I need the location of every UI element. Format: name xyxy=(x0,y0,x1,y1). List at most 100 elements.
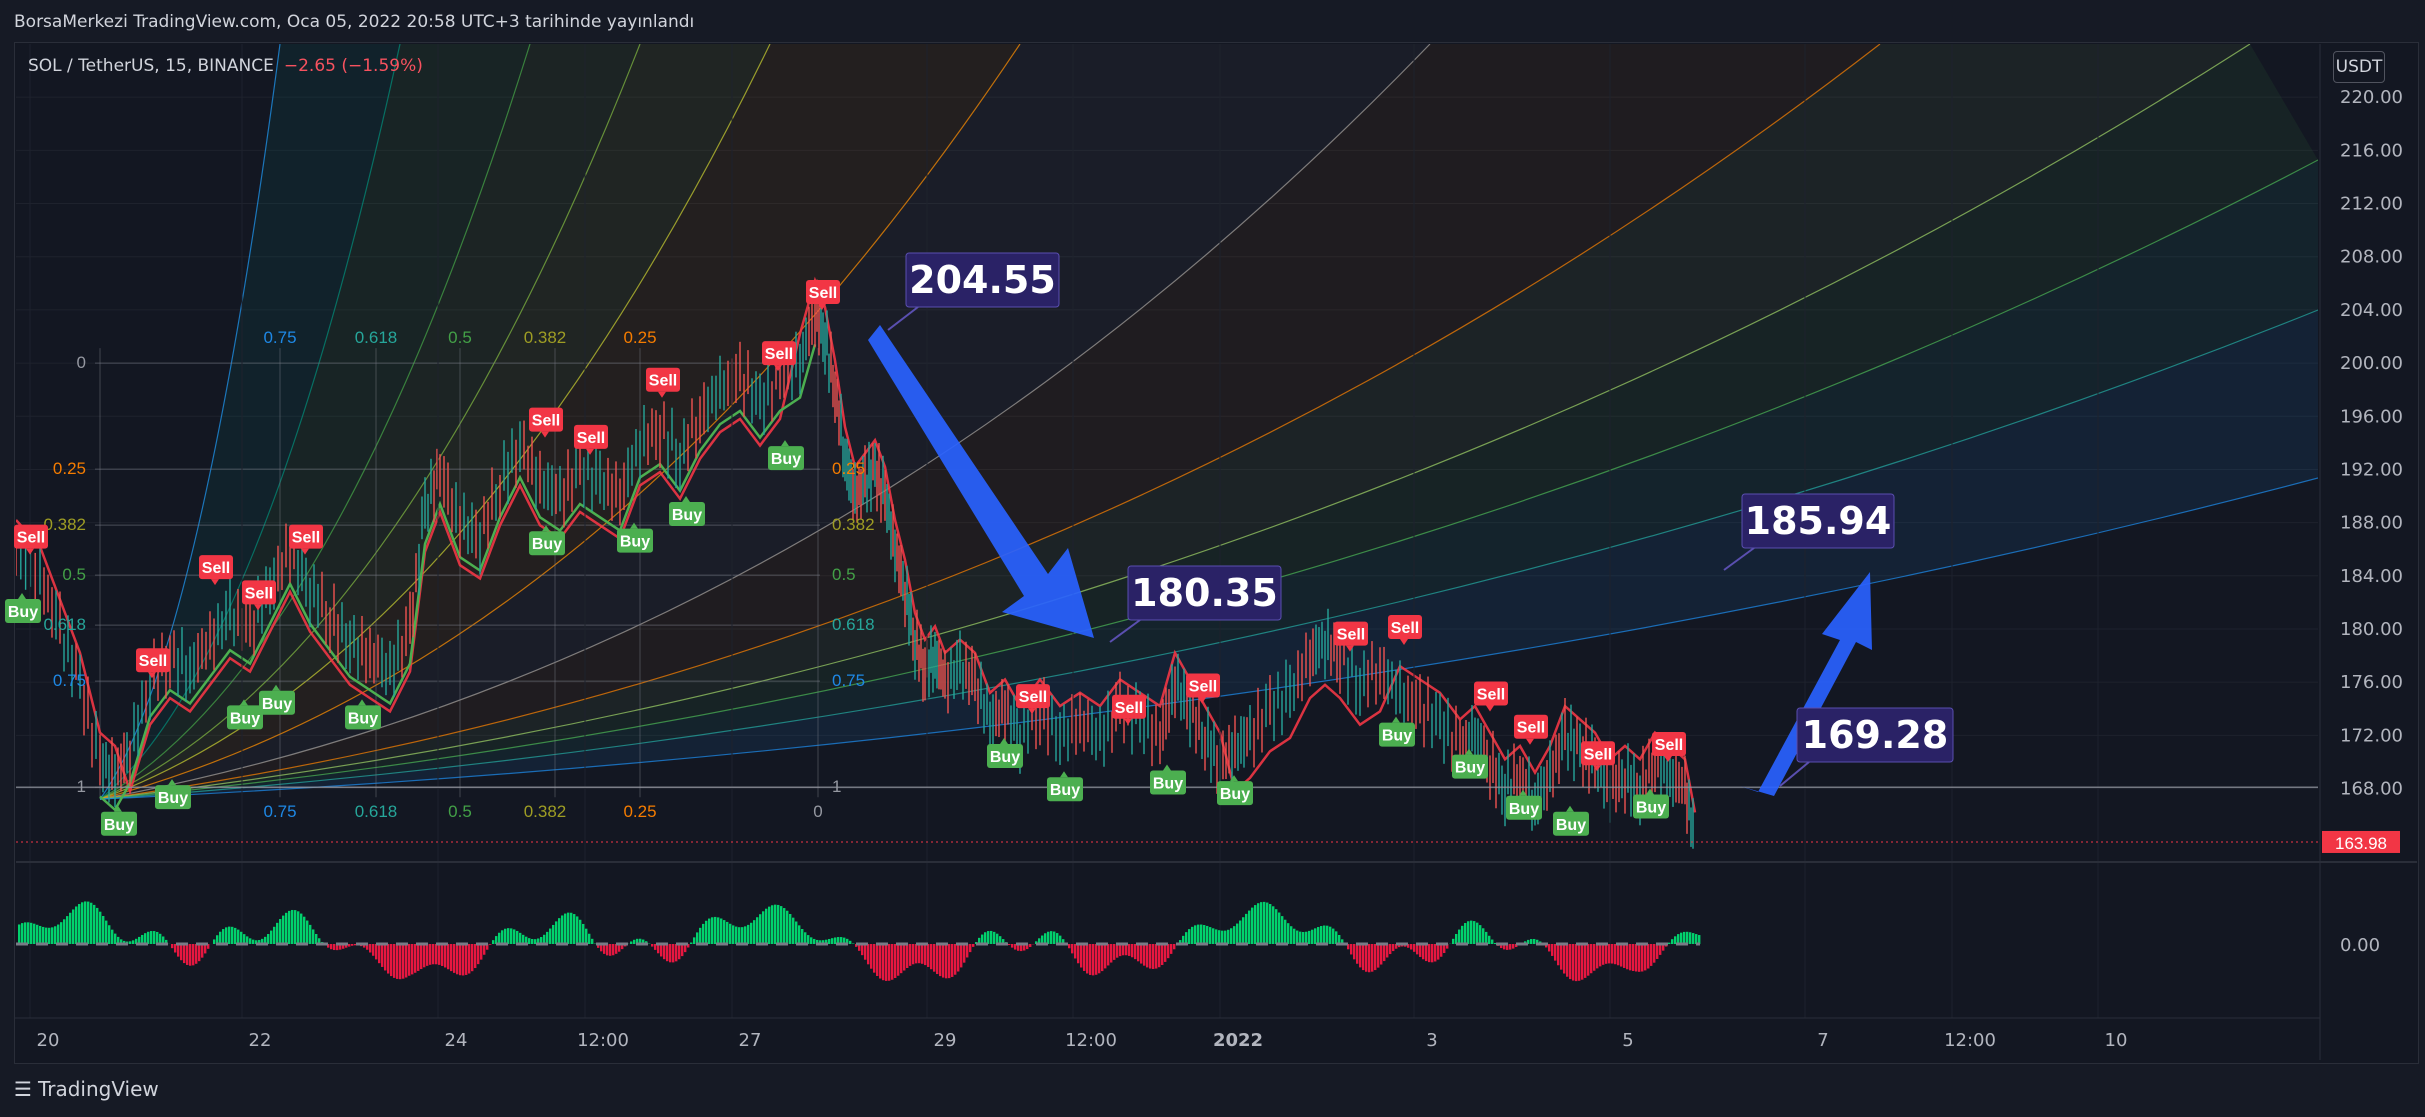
osc-bar xyxy=(1329,926,1332,944)
osc-bar xyxy=(1674,936,1677,944)
osc-bar xyxy=(1185,932,1188,944)
osc-bar xyxy=(993,931,996,944)
osc-bar xyxy=(879,944,882,979)
osc-bar xyxy=(1560,944,1563,970)
osc-bar xyxy=(267,934,270,944)
osc-bar xyxy=(1440,944,1443,957)
osc-bar xyxy=(513,929,516,944)
osc-bar xyxy=(1464,923,1467,944)
osc-bar xyxy=(522,934,525,944)
osc-bar xyxy=(981,934,984,944)
osc-bar xyxy=(813,938,816,944)
time-tick: 22 xyxy=(249,1030,272,1051)
osc-bar xyxy=(462,944,465,976)
osc-bar xyxy=(495,936,498,944)
osc-bar xyxy=(294,910,297,944)
fan-zone xyxy=(100,44,640,800)
sell-signal: Sell xyxy=(289,524,323,555)
osc-bar xyxy=(198,944,201,962)
fan-line xyxy=(99,477,2318,800)
buy-signal: Buy xyxy=(1150,764,1186,795)
osc-bar xyxy=(567,912,570,944)
sell-signal: Sell xyxy=(1652,731,1686,762)
osc-bar xyxy=(531,939,534,944)
time-tick: 27 xyxy=(739,1030,762,1051)
osc-bar xyxy=(153,931,156,944)
osc-bar xyxy=(261,938,264,944)
osc-bar xyxy=(783,908,786,944)
time-tick: 3 xyxy=(1426,1030,1437,1051)
osc-bar xyxy=(1455,933,1458,944)
buy-label: Buy xyxy=(1509,801,1539,818)
candles xyxy=(16,279,1694,849)
osc-bar xyxy=(996,933,999,944)
buy-label: Buy xyxy=(1153,776,1183,793)
osc-bar xyxy=(1113,944,1116,960)
osc-bar xyxy=(417,944,420,971)
buy-signal: Buy xyxy=(155,779,191,810)
osc-bar xyxy=(42,926,45,944)
osc-bar xyxy=(468,944,471,974)
osc-bar xyxy=(747,924,750,944)
callout-label: 185.94 xyxy=(1745,499,1892,543)
osc-bar xyxy=(1500,944,1503,949)
osc-bar xyxy=(372,944,375,956)
osc-bar xyxy=(1692,933,1695,944)
osc-bar xyxy=(192,944,195,966)
osc-bar xyxy=(858,944,861,951)
osc-bar xyxy=(1308,930,1311,944)
sell-signal: Sell xyxy=(1581,741,1615,772)
osc-bar xyxy=(762,911,765,944)
osc-bar xyxy=(480,944,483,960)
sell-label: Sell xyxy=(292,530,320,547)
osc-bar xyxy=(477,944,480,965)
osc-bar xyxy=(1362,944,1365,971)
osc-bar xyxy=(96,907,99,944)
osc-bar xyxy=(1335,931,1338,944)
osc-bar xyxy=(681,944,684,957)
osc-bar xyxy=(615,944,618,954)
buy-signal: Buy xyxy=(227,699,263,730)
tradingview-logo[interactable]: ☰ TradingView xyxy=(14,1077,159,1101)
osc-bar xyxy=(378,944,381,964)
currency-button[interactable]: USDT xyxy=(2333,51,2385,83)
osc-bar xyxy=(1140,944,1143,964)
symbol-name[interactable]: SOL / TetherUS, 15, BINANCE xyxy=(28,56,274,76)
osc-bar xyxy=(765,908,768,944)
osc-bar xyxy=(69,912,72,944)
osc-bar xyxy=(1230,928,1233,944)
osc-bar xyxy=(720,918,723,944)
sell-signal: Sell xyxy=(1514,714,1548,745)
osc-bar xyxy=(1263,901,1266,944)
symbol-legend[interactable]: SOL / TetherUS, 15, BINANCE −2.65 (−1.59%… xyxy=(28,56,423,76)
osc-bar xyxy=(582,923,585,944)
osc-bar xyxy=(1029,944,1032,947)
osc-bar xyxy=(483,944,486,955)
osc-bar xyxy=(1644,944,1647,971)
osc-bar xyxy=(264,936,267,944)
osc-bar xyxy=(234,927,237,944)
sell-label: Sell xyxy=(245,585,273,602)
buy-label: Buy xyxy=(8,604,38,621)
osc-bar xyxy=(1647,944,1650,969)
osc-bar xyxy=(1125,944,1128,956)
osc-bar xyxy=(1356,944,1359,964)
buy-signal: Buy xyxy=(987,737,1023,768)
fib-top-label: 0.75 xyxy=(263,328,296,347)
osc-bar xyxy=(1377,944,1380,968)
osc-bar xyxy=(1197,924,1200,944)
fan-line xyxy=(99,44,2251,800)
osc-bar xyxy=(1332,928,1335,944)
osc-bar xyxy=(249,938,252,944)
osc-bar xyxy=(903,944,906,971)
tradingview-logo-icon: ☰ xyxy=(14,1077,32,1101)
osc-bar xyxy=(1425,944,1428,962)
osc-bar xyxy=(636,938,639,944)
sell-label: Sell xyxy=(1115,700,1143,717)
osc-bar xyxy=(1299,931,1302,944)
osc-bar xyxy=(144,933,147,944)
osc-bar xyxy=(873,944,876,973)
osc-bar xyxy=(939,944,942,977)
chart-panel[interactable] xyxy=(14,42,2419,1064)
